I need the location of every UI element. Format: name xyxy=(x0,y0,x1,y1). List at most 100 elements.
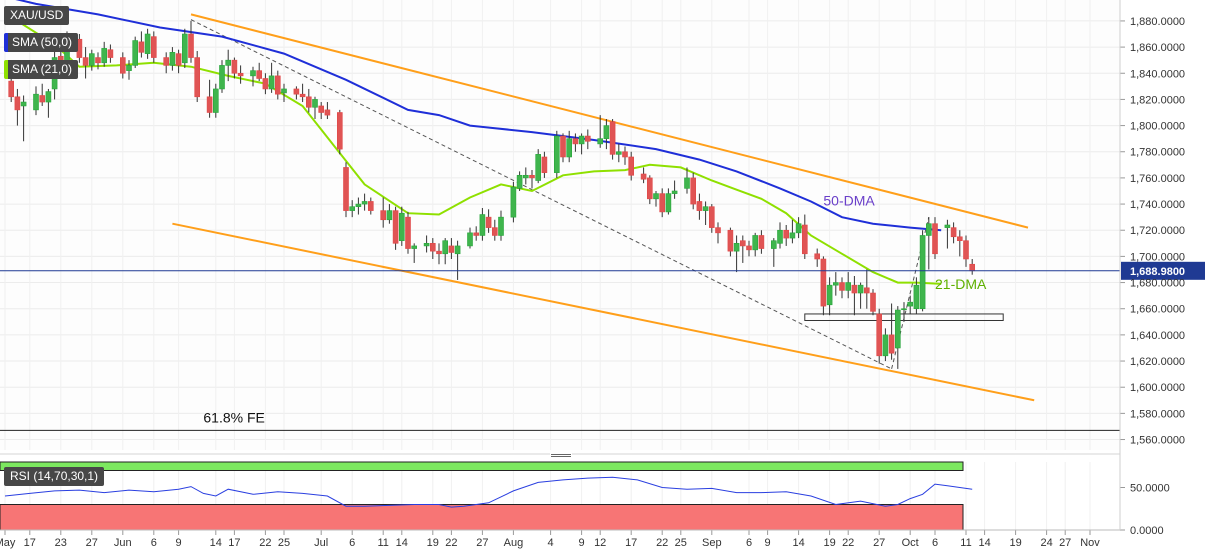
candle-bearish[interactable] xyxy=(473,232,480,236)
candle-bearish[interactable] xyxy=(231,59,238,74)
candle-bearish[interactable] xyxy=(206,96,213,113)
candle-bullish[interactable] xyxy=(144,33,151,54)
candle-bullish[interactable] xyxy=(603,125,610,139)
candle-bullish[interactable] xyxy=(522,174,529,179)
candle-bearish[interactable] xyxy=(696,201,703,211)
candle-bullish[interactable] xyxy=(281,88,287,94)
candle-bearish[interactable] xyxy=(120,57,126,74)
candle-bullish[interactable] xyxy=(361,201,368,205)
candle-bearish[interactable] xyxy=(367,201,374,211)
candle-bullish[interactable] xyxy=(845,282,852,291)
candle-bearish[interactable] xyxy=(932,223,938,255)
candle-bullish[interactable] xyxy=(615,151,622,155)
candle-bullish[interactable] xyxy=(913,284,920,310)
candle-bearish[interactable] xyxy=(876,313,883,357)
candle-bullish[interactable] xyxy=(386,210,393,221)
candle-bullish[interactable] xyxy=(795,223,802,234)
candle-bullish[interactable] xyxy=(553,135,560,173)
candle-bullish[interactable] xyxy=(45,91,52,103)
candle-bullish[interactable] xyxy=(126,65,132,71)
candle-bullish[interactable] xyxy=(423,243,430,247)
candle-bearish[interactable] xyxy=(646,177,653,200)
candle-bearish[interactable] xyxy=(863,287,870,294)
candle-bearish[interactable] xyxy=(262,78,269,90)
candle-bearish[interactable] xyxy=(138,41,145,53)
candle-bullish[interactable] xyxy=(925,223,932,236)
candle-bearish[interactable] xyxy=(659,193,666,213)
candle-bearish[interactable] xyxy=(343,167,349,211)
candle-bearish[interactable] xyxy=(188,33,194,58)
candle-bearish[interactable] xyxy=(950,227,957,238)
candle-bearish[interactable] xyxy=(107,49,114,58)
candle-bearish[interactable] xyxy=(622,151,628,158)
candle-bullish[interactable] xyxy=(33,93,39,111)
candle-bearish[interactable] xyxy=(963,240,969,260)
candle-bearish[interactable] xyxy=(324,109,331,116)
candle-bearish[interactable] xyxy=(801,224,808,255)
candle-bearish[interactable] xyxy=(429,243,436,252)
candle-bullish[interactable] xyxy=(398,212,405,241)
candle-bearish[interactable] xyxy=(485,216,492,228)
candle-bearish[interactable] xyxy=(163,57,169,66)
candle-bearish[interactable] xyxy=(256,70,263,79)
candle-bearish[interactable] xyxy=(715,227,721,234)
candle-bullish[interactable] xyxy=(225,59,231,66)
candle-bearish[interactable] xyxy=(609,121,616,155)
candle-bearish[interactable] xyxy=(628,156,635,176)
candle-bearish[interactable] xyxy=(14,96,21,111)
candle-bearish[interactable] xyxy=(888,334,895,354)
candle-bearish[interactable] xyxy=(194,57,200,98)
candle-bullish[interactable] xyxy=(442,240,449,255)
candle-bullish[interactable] xyxy=(219,65,225,90)
candle-bullish[interactable] xyxy=(89,53,95,66)
candle-bearish[interactable] xyxy=(95,57,101,64)
candle-bullish[interactable] xyxy=(770,240,777,249)
candle-bearish[interactable] xyxy=(318,105,325,113)
candle-bullish[interactable] xyxy=(479,214,486,236)
candle-bearish[interactable] xyxy=(151,36,157,58)
candle-bearish[interactable] xyxy=(572,138,579,145)
candle-bullish[interactable] xyxy=(268,75,275,90)
candle-bearish[interactable] xyxy=(380,210,387,221)
candle-bullish[interactable] xyxy=(349,206,356,211)
candle-bullish[interactable] xyxy=(832,282,839,286)
candle-bullish[interactable] xyxy=(516,174,523,189)
candle-bullish[interactable] xyxy=(498,216,504,236)
candle-bullish[interactable] xyxy=(101,48,107,64)
candle-bearish[interactable] xyxy=(237,72,244,77)
candle-bullish[interactable] xyxy=(467,232,473,247)
candle-bullish[interactable] xyxy=(789,232,796,239)
candle-bullish[interactable] xyxy=(684,177,690,189)
candle-bullish[interactable] xyxy=(907,301,914,307)
candle-bearish[interactable] xyxy=(392,210,399,244)
candle-bullish[interactable] xyxy=(182,33,188,64)
candle-bearish[interactable] xyxy=(584,135,591,142)
candle-bearish[interactable] xyxy=(820,258,827,307)
candle-bullish[interactable] xyxy=(702,206,709,211)
candle-bearish[interactable] xyxy=(541,156,548,173)
candle-bearish[interactable] xyxy=(969,263,976,272)
candle-bullish[interactable] xyxy=(578,135,585,145)
candle-bearish[interactable] xyxy=(560,135,566,158)
candle-bearish[interactable] xyxy=(529,174,535,179)
candle-bullish[interactable] xyxy=(857,284,864,294)
candle-bullish[interactable] xyxy=(901,308,907,311)
candle-bullish[interactable] xyxy=(535,154,542,181)
candle-bullish[interactable] xyxy=(671,190,678,194)
candle-bearish[interactable] xyxy=(956,236,963,241)
candle-bullish[interactable] xyxy=(919,235,926,310)
candle-bullish[interactable] xyxy=(777,229,783,244)
candle-bullish[interactable] xyxy=(826,284,833,306)
candle-bullish[interactable] xyxy=(510,186,517,218)
candle-bearish[interactable] xyxy=(175,53,182,66)
candle-bullish[interactable] xyxy=(132,40,138,66)
candle-bearish[interactable] xyxy=(448,245,455,253)
candle-bearish[interactable] xyxy=(746,245,752,251)
candle-bullish[interactable] xyxy=(169,52,176,66)
candle-bullish[interactable] xyxy=(20,101,27,107)
candle-bearish[interactable] xyxy=(739,240,746,247)
candle-bearish[interactable] xyxy=(436,250,442,255)
candle-bullish[interactable] xyxy=(312,99,318,108)
candle-bullish[interactable] xyxy=(213,88,219,113)
